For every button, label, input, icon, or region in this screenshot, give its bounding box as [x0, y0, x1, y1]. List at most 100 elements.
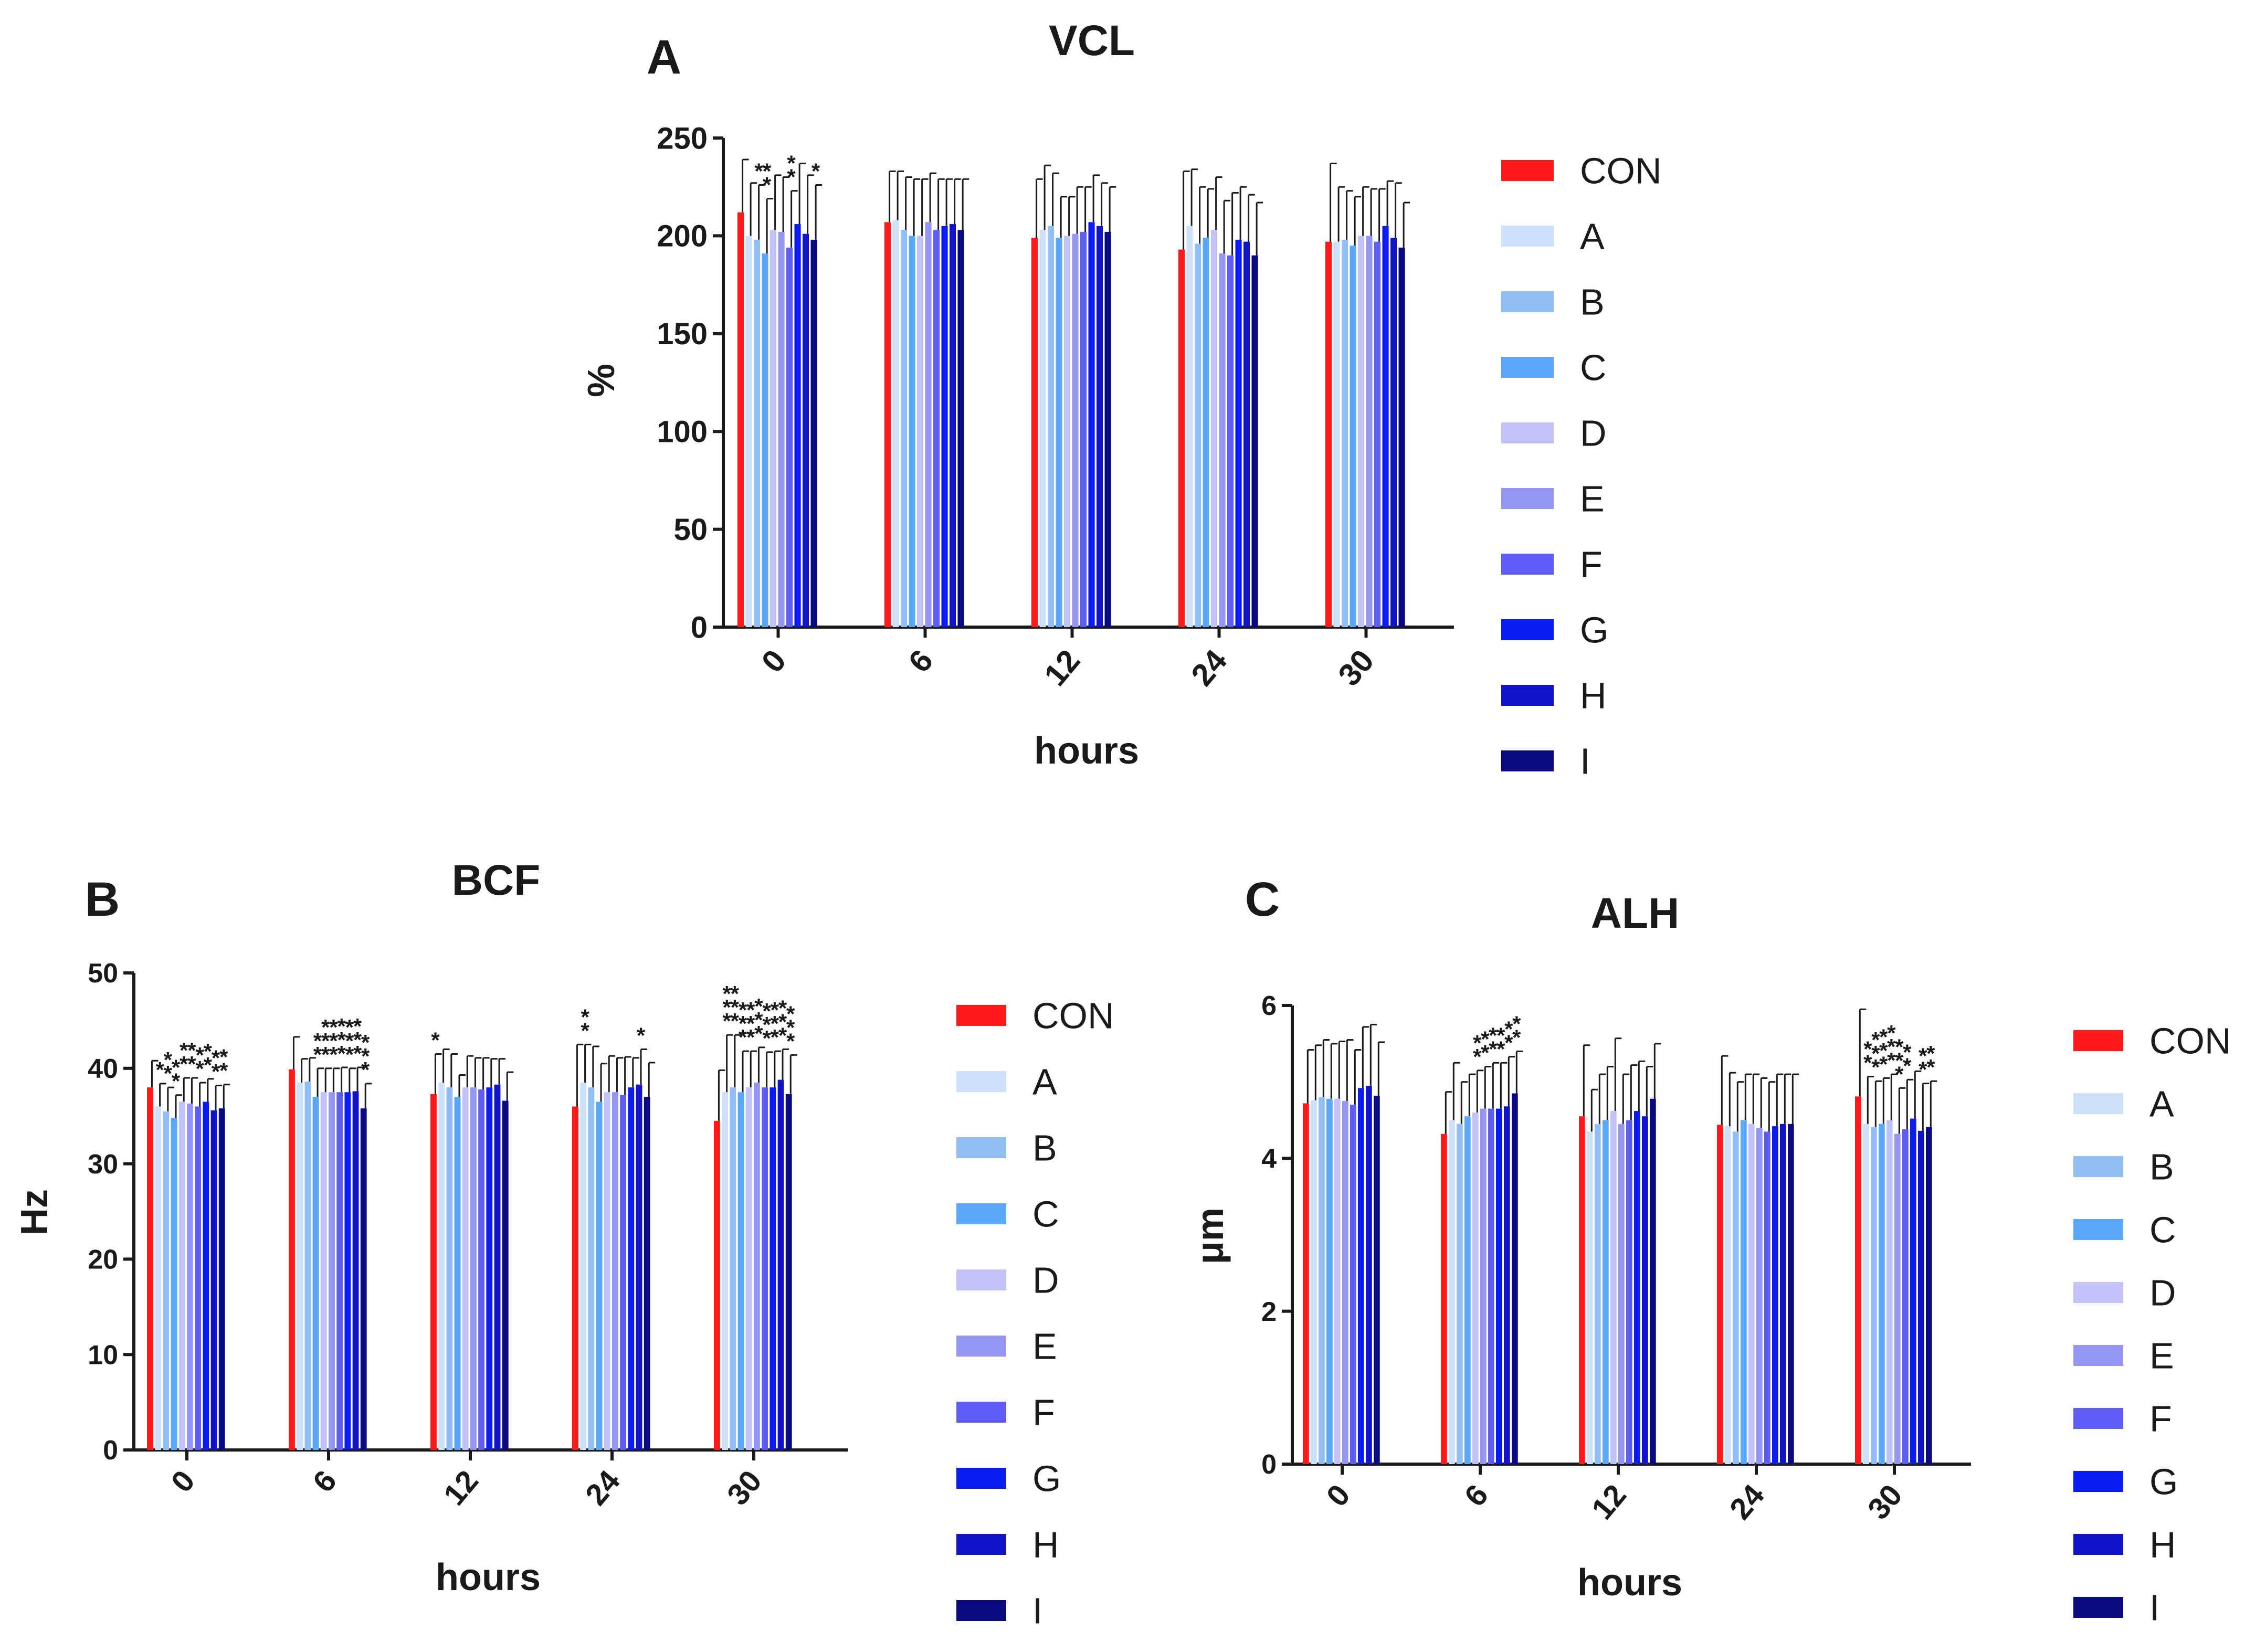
significance-mark-bcf: * — [754, 994, 763, 1019]
bar-alh — [1788, 1124, 1794, 1464]
bar-bcf — [329, 1092, 335, 1450]
x-axis-label-bcf: hours — [436, 1556, 541, 1598]
bar-vcl — [950, 224, 956, 628]
x-axis-label-alh: hours — [1577, 1562, 1682, 1604]
bar-alh — [1342, 1101, 1348, 1464]
y-tick-label-vcl: 200 — [657, 219, 708, 253]
significance-mark-bcf: * — [762, 1012, 771, 1037]
bar-bcf — [430, 1094, 437, 1450]
bar-alh — [1780, 1124, 1786, 1464]
bar-bcf — [612, 1092, 618, 1450]
significance-mark-alh: * — [1473, 1031, 1482, 1055]
bar-vcl — [1039, 230, 1046, 627]
chart-title-vcl: VCL — [1049, 17, 1135, 65]
legend-label-vcl: I — [1580, 741, 1590, 782]
bar-bcf — [304, 1082, 311, 1450]
bar-vcl — [762, 253, 768, 627]
bar-alh — [1350, 1105, 1356, 1464]
bar-alh — [1303, 1103, 1309, 1464]
bar-bcf — [596, 1102, 603, 1450]
y-tick-label-bcf: 10 — [88, 1340, 118, 1370]
bar-alh — [1441, 1134, 1447, 1464]
significance-mark-alh: * — [1919, 1044, 1927, 1068]
significance-mark-bcf: * — [155, 1057, 164, 1082]
bar-bcf — [722, 1092, 729, 1450]
bar-bcf — [195, 1106, 202, 1450]
bar-alh — [1587, 1131, 1593, 1464]
significance-mark-alh: * — [1926, 1041, 1935, 1066]
significance-mark-bcf: * — [746, 1025, 755, 1050]
y-tick-label-bcf: 40 — [88, 1054, 118, 1084]
bar-bcf — [604, 1092, 610, 1450]
y-tick-label-alh: 6 — [1261, 991, 1277, 1021]
bar-vcl — [1325, 241, 1332, 628]
x-tick-label-vcl: 12 — [1037, 643, 1087, 692]
legend-swatch-vcl — [1501, 422, 1554, 443]
bar-alh — [1603, 1120, 1609, 1464]
y-tick-label-alh: 4 — [1261, 1144, 1277, 1174]
bar-vcl — [737, 212, 744, 627]
significance-mark-bcf: * — [353, 1014, 362, 1039]
bar-bcf — [494, 1084, 501, 1450]
y-axis-label-alh: μm — [1189, 1208, 1231, 1264]
legend-swatch-vcl — [1501, 160, 1554, 181]
significance-mark-bcf: * — [195, 1043, 204, 1067]
significance-mark-bcf: * — [762, 1026, 771, 1051]
legend-label-alh: H — [2149, 1524, 2176, 1565]
bar-vcl — [917, 236, 924, 627]
bar-alh — [1871, 1127, 1877, 1464]
significance-mark-alh: * — [1489, 1036, 1498, 1061]
bar-bcf — [163, 1111, 170, 1450]
y-axis-label-bcf: Hz — [14, 1189, 56, 1235]
bar-vcl — [1342, 239, 1348, 628]
significance-mark-bcf: * — [361, 1044, 370, 1068]
legend-label-vcl: B — [1580, 282, 1605, 323]
y-tick-label-vcl: 50 — [673, 513, 708, 547]
legend-swatch-bcf — [956, 1402, 1006, 1423]
significance-mark-bcf: * — [212, 1060, 220, 1084]
significance-mark-alh: * — [1887, 1034, 1896, 1059]
significance-mark-alh: * — [1887, 1021, 1896, 1045]
x-tick-label-vcl: 0 — [755, 643, 793, 679]
chart-title-bcf: BCF — [452, 856, 541, 904]
bar-alh — [1464, 1116, 1471, 1464]
significance-mark-alh: * — [1481, 1041, 1490, 1065]
bar-vcl — [909, 236, 915, 627]
significance-mark-alh: * — [1903, 1053, 1912, 1078]
bar-vcl — [1088, 222, 1095, 628]
significance-mark-bcf: * — [637, 1023, 646, 1047]
significance-mark-bcf: * — [195, 1056, 204, 1081]
bar-alh — [1610, 1111, 1617, 1464]
significance-mark-vcl: * — [787, 165, 796, 189]
significance-mark-bcf: * — [786, 1001, 795, 1026]
significance-mark-bcf: * — [329, 1029, 338, 1053]
significance-mark-vcl: * — [787, 151, 796, 176]
legend-label-alh: D — [2149, 1273, 2176, 1314]
y-tick-label-vcl: 250 — [657, 121, 708, 155]
bar-bcf — [352, 1091, 359, 1450]
significance-mark-vcl: * — [811, 158, 820, 183]
significance-mark-bcf: * — [187, 1038, 196, 1063]
legend-label-vcl: F — [1580, 544, 1603, 585]
significance-mark-alh: * — [1496, 1036, 1505, 1061]
x-tick-label-alh: 24 — [1723, 1478, 1771, 1526]
bar-alh — [1926, 1127, 1932, 1464]
legend-label-vcl: H — [1580, 675, 1607, 716]
bar-bcf — [147, 1087, 153, 1450]
bar-vcl — [1390, 238, 1397, 627]
significance-mark-bcf: * — [746, 998, 755, 1022]
y-tick-label-bcf: 30 — [88, 1149, 118, 1180]
bar-alh — [1733, 1131, 1739, 1464]
significance-mark-alh: * — [1871, 1041, 1880, 1066]
significance-mark-alh: * — [1473, 1044, 1482, 1069]
legend-swatch-alh — [2073, 1408, 2123, 1429]
significance-mark-bcf: * — [313, 1029, 322, 1053]
bar-bcf — [446, 1087, 453, 1450]
